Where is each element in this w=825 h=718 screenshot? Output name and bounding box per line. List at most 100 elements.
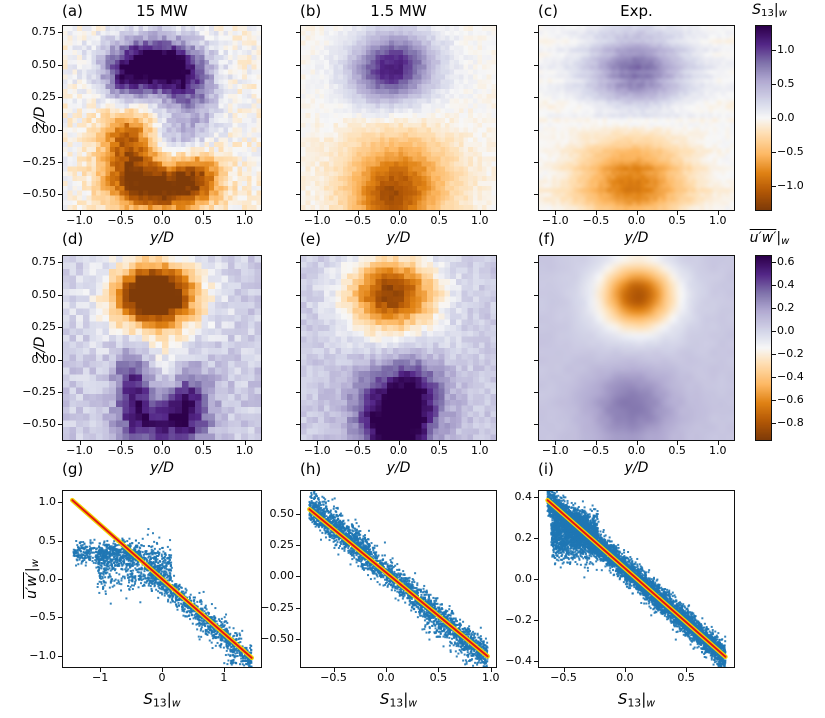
colorbar-tick-label: −0.2: [777, 346, 804, 360]
colorbar-tick-label: 0.2: [777, 300, 795, 314]
math-segment: 13: [627, 696, 642, 710]
x-tick-label: 0.0: [389, 214, 408, 227]
axis-tick-mark: [717, 211, 719, 215]
math-segment: y/D: [150, 230, 174, 246]
axis-tick-mark: [296, 194, 300, 196]
axis-tick-mark: [438, 668, 440, 672]
math-segment: w: [171, 696, 181, 710]
axis-tick-mark: [772, 422, 776, 424]
axis-tick-mark: [333, 668, 335, 672]
axis-tick-mark: [772, 186, 776, 188]
axis-tick-mark: [534, 294, 538, 296]
x-tick-label: 1.0: [471, 214, 489, 227]
axis-tick-mark: [772, 261, 776, 263]
axis-tick-mark: [317, 441, 319, 445]
axis-tick-mark: [244, 441, 246, 445]
heatmap-canvas-c: [539, 26, 734, 210]
x-tick-label: −0.5: [582, 444, 610, 457]
y-tick-label: 0.50: [31, 287, 57, 301]
x-tick-label: 1.0: [482, 671, 500, 684]
panel-title: Exp.: [620, 2, 653, 20]
axis-tick-mark: [772, 118, 776, 119]
axis-tick-mark: [624, 668, 626, 672]
y-tick-label: −0.2: [505, 612, 532, 626]
axis-tick-mark: [296, 424, 300, 426]
axis-tick-mark: [772, 330, 776, 332]
x-tick-label: 1.0: [235, 444, 254, 457]
axis-tick-mark: [203, 211, 205, 215]
colorbar-title-cb2: u′w′|w: [720, 230, 820, 247]
panel-letter: (d): [62, 230, 84, 248]
math-segment: w: [781, 236, 790, 248]
axis-tick-mark: [534, 424, 538, 426]
x-tick-label: −0.5: [550, 671, 577, 684]
x-tick-label: 1.0: [235, 214, 254, 227]
math-segment: w: [30, 559, 42, 568]
axis-tick-mark: [296, 607, 300, 609]
panel-letter: (a): [62, 2, 83, 20]
x-axis-label: S13|w: [62, 690, 262, 709]
axis-tick-mark: [58, 97, 62, 99]
axis-tick-mark: [58, 64, 62, 66]
axis-tick-mark: [772, 353, 776, 355]
y-tick-label: 0.25: [31, 90, 57, 104]
axis-tick-mark: [296, 64, 300, 66]
x-tick-label: 0.5: [194, 214, 213, 227]
x-tick-label: −1.0: [66, 214, 93, 227]
x-axis-label: S13|w: [538, 690, 735, 709]
axis-tick-mark: [223, 668, 225, 672]
math-segment: y/D: [386, 230, 411, 246]
axis-tick-mark: [203, 441, 205, 445]
axis-tick-mark: [563, 668, 565, 672]
axis-tick-mark: [534, 64, 538, 66]
axis-tick-mark: [58, 655, 62, 657]
x-axis-label: y/D: [538, 230, 735, 246]
axis-tick-mark: [677, 441, 679, 445]
panel-letter: (c): [538, 2, 558, 20]
axis-tick-mark: [296, 97, 300, 99]
math-segment: |: [403, 690, 409, 708]
y-tick-label: 0.00: [31, 352, 57, 366]
axis-tick-mark: [534, 162, 538, 164]
colorbar-tick-label: −1.0: [777, 179, 804, 193]
math-segment: w: [408, 696, 418, 710]
math-segment: |: [641, 690, 647, 708]
axis-tick-mark: [296, 129, 300, 131]
math-segment: y/D: [386, 460, 411, 476]
axis-tick-mark: [772, 307, 776, 309]
x-axis-label: y/D: [62, 230, 262, 246]
y-tick-label: −0.25: [260, 600, 294, 614]
y-tick-label: 0.0: [38, 572, 57, 585]
heatmap-canvas-a: [63, 26, 261, 210]
x-tick-label: 0: [158, 671, 166, 684]
axis-tick-mark: [686, 668, 688, 672]
x-axis-label: y/D: [300, 460, 497, 476]
y-axis-label: z/D: [32, 326, 52, 370]
scatter-canvas-i: [539, 491, 734, 667]
y-tick-label: −0.5: [29, 610, 56, 624]
x-tick-label: −1.0: [303, 444, 331, 457]
axis-tick-mark: [534, 129, 538, 131]
colorbar-tick-label: 1.0: [777, 42, 795, 56]
x-tick-label: −1.0: [66, 444, 93, 457]
axis-tick-mark: [296, 545, 300, 547]
x-tick-label: 0.5: [194, 444, 213, 457]
axis-tick-mark: [772, 376, 776, 378]
axis-tick-mark: [398, 211, 400, 215]
axis-tick-mark: [79, 441, 81, 445]
axis-tick-mark: [58, 617, 62, 619]
colorbar-cb2: [755, 255, 772, 441]
x-axis-label: y/D: [300, 230, 497, 246]
heatmap-canvas-d: [63, 256, 261, 440]
colorbar-gradient-cb1: [756, 26, 771, 210]
colorbar-tick-label: −0.8: [777, 415, 804, 429]
math-segment: w: [646, 696, 656, 710]
panel-i-scatter: [538, 490, 735, 668]
axis-tick-mark: [58, 32, 62, 34]
heatmap-canvas-f: [539, 256, 734, 440]
x-tick-label: 1: [220, 671, 228, 684]
heatmap-canvas-b: [301, 26, 496, 210]
colorbar-tick-label: 0.0: [777, 111, 795, 124]
y-axis-label: z/D: [32, 96, 52, 140]
panel-letter: (e): [300, 230, 321, 248]
